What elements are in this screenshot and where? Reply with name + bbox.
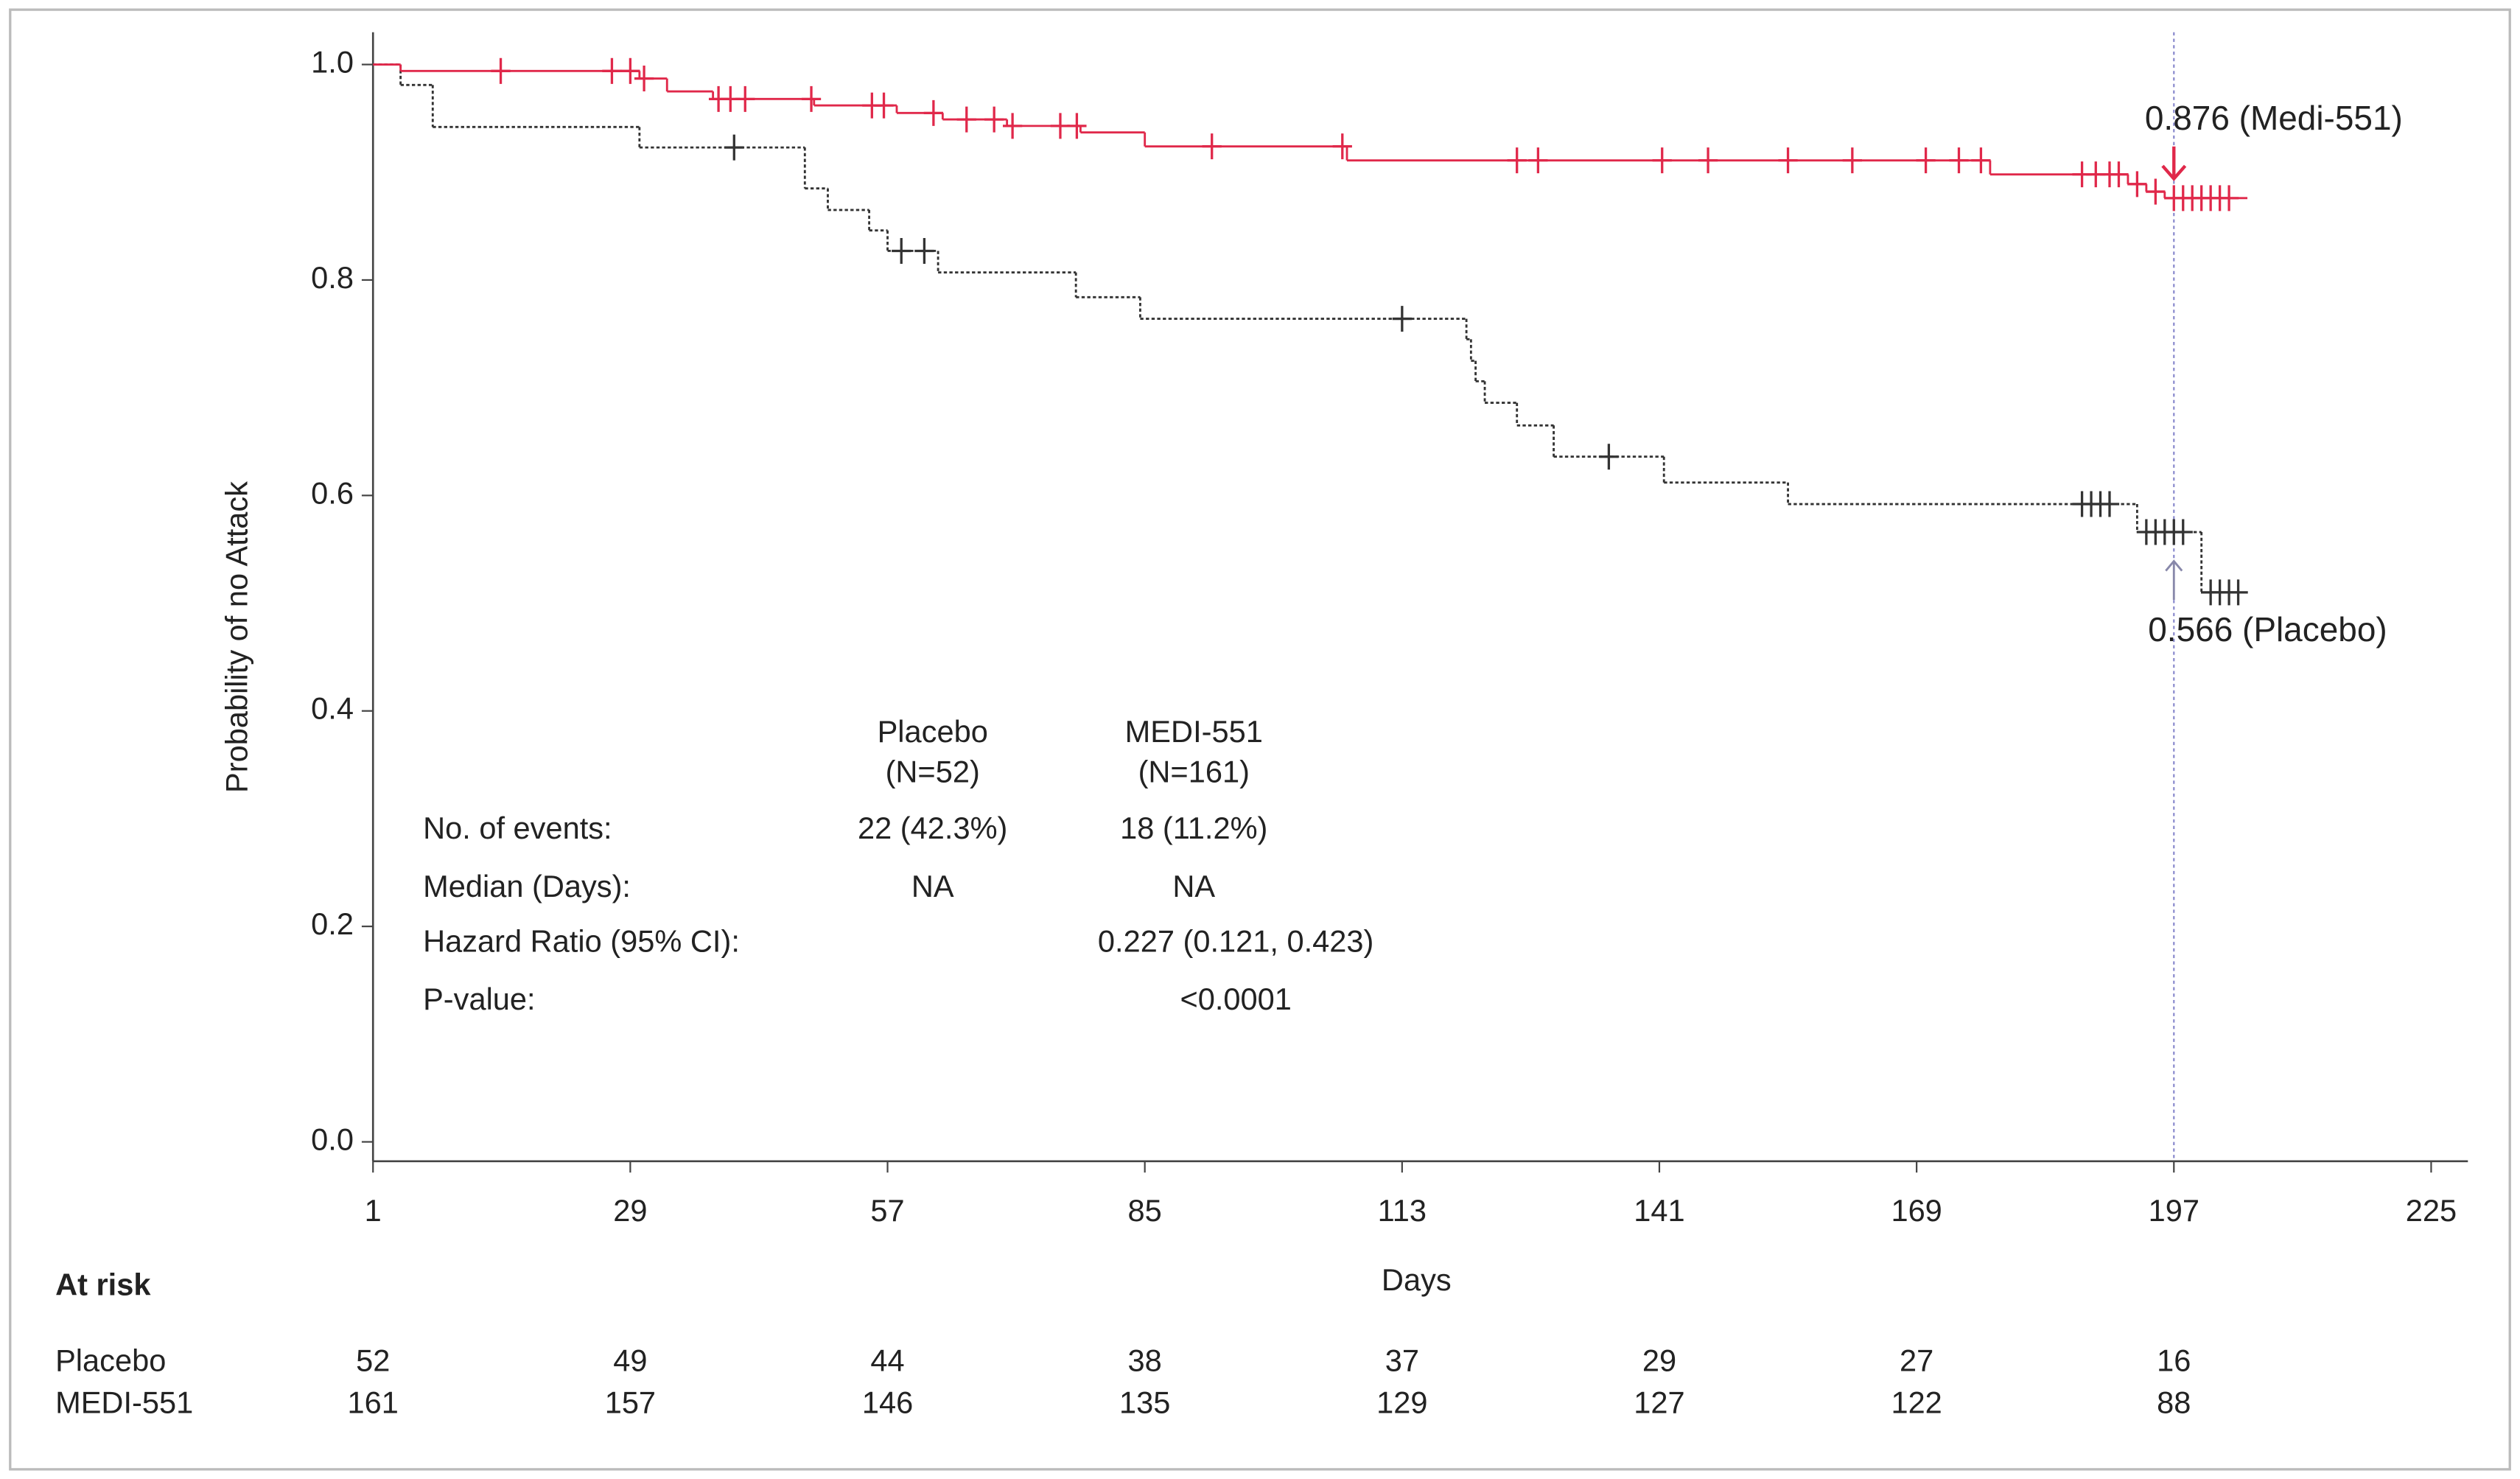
censor-mark <box>914 237 934 264</box>
at-risk-count: 29 <box>1642 1343 1676 1377</box>
y-tick-label: 0.2 <box>311 906 354 941</box>
y-tick-label: 0.0 <box>311 1122 354 1157</box>
table-row-label: Median (Days): <box>423 869 631 903</box>
x-tick-label: 29 <box>613 1193 647 1228</box>
censor-mark <box>801 85 822 112</box>
annotation-arrow <box>2165 559 2183 600</box>
at-risk-count: 49 <box>613 1343 647 1377</box>
censor-mark <box>2173 519 2193 545</box>
table-cell: NA <box>1172 869 1215 903</box>
censor-mark <box>1916 147 1936 174</box>
censor-mark <box>1698 147 1718 174</box>
x-tick-label: 1 <box>365 1193 382 1228</box>
censor-mark <box>724 134 744 161</box>
x-tick-label: 197 <box>2149 1193 2199 1228</box>
table-cell: <0.0001 <box>1180 982 1291 1016</box>
y-tick-label: 0.4 <box>311 691 354 726</box>
censor-mark <box>1002 113 1023 139</box>
censor-mark <box>2109 161 2129 188</box>
frame <box>9 8 2511 1471</box>
at-risk-count: 37 <box>1385 1343 1419 1377</box>
table-header: (N=52) <box>886 755 980 789</box>
at-risk-count: 38 <box>1128 1343 1162 1377</box>
censor-mark <box>620 57 640 84</box>
y-axis-label: Probability of no Attack <box>220 481 254 793</box>
at-risk-label: Placebo <box>55 1343 166 1377</box>
censor-mark <box>2099 491 2120 517</box>
x-tick-label: 169 <box>1891 1193 1942 1228</box>
table-cell: NA <box>911 869 954 903</box>
x-tick-label: 57 <box>870 1193 904 1228</box>
censor-mark <box>1842 147 1862 174</box>
at-risk-count: 129 <box>1376 1385 1427 1419</box>
censor-mark <box>1949 147 1969 174</box>
censor-mark <box>735 85 755 112</box>
y-tick-label: 0.6 <box>311 475 354 510</box>
x-tick-label: 141 <box>1634 1193 1684 1228</box>
censor-mark <box>1778 147 1798 174</box>
y-tick-label: 1.0 <box>311 45 354 80</box>
at-risk-title: At risk <box>55 1268 151 1302</box>
annotation-arrow <box>2161 146 2187 181</box>
table-row-label: P-value: <box>423 982 536 1016</box>
table-row-label: Hazard Ratio (95% CI): <box>423 923 740 958</box>
censor-mark <box>1507 147 1527 174</box>
censor-mark <box>892 237 911 264</box>
at-risk-count: 146 <box>862 1385 913 1419</box>
censor-mark <box>1392 306 1412 332</box>
at-risk-label: MEDI-551 <box>55 1385 193 1419</box>
at-risk-count: 122 <box>1891 1385 1942 1419</box>
censor-mark <box>1050 113 1071 139</box>
annotation: 0.566 (Placebo) <box>2148 610 2387 648</box>
at-risk-count: 52 <box>356 1343 390 1377</box>
censor-mark <box>923 99 944 126</box>
censor-mark <box>1202 133 1222 160</box>
censor-mark <box>1652 147 1672 174</box>
censor-mark <box>2228 579 2248 606</box>
censor-mark <box>984 106 1004 133</box>
censor-mark <box>1971 147 1991 174</box>
at-risk-count: 27 <box>1900 1343 1933 1377</box>
censor-mark <box>956 106 976 133</box>
at-risk-count: 157 <box>605 1385 656 1419</box>
censor-mark <box>2146 178 2166 205</box>
at-risk-count: 16 <box>2157 1343 2191 1377</box>
table-header: (N=161) <box>1138 755 1250 789</box>
at-risk-count: 127 <box>1634 1385 1684 1419</box>
at-risk-count: 135 <box>1119 1385 1170 1419</box>
annotation: 0.876 (Medi-551) <box>2145 99 2403 137</box>
censor-mark <box>1067 113 1087 139</box>
censor-mark <box>1332 133 1352 160</box>
at-risk-count: 44 <box>870 1343 904 1377</box>
censor-mark <box>2127 171 2147 197</box>
censor-mark <box>1599 444 1619 470</box>
x-tick-label: 113 <box>1378 1193 1427 1228</box>
x-tick-label: 225 <box>2406 1193 2457 1228</box>
censor-mark <box>2219 185 2239 211</box>
at-risk-count: 161 <box>348 1385 399 1419</box>
censor-mark <box>1528 147 1548 174</box>
table-cell: 18 (11.2%) <box>1120 811 1267 845</box>
at-risk-count: 88 <box>2157 1385 2191 1419</box>
censor-mark <box>491 57 511 84</box>
x-tick-label: 85 <box>1128 1193 1162 1228</box>
table-cell: 0.227 (0.121, 0.423) <box>1098 923 1374 958</box>
table-cell: 22 (42.3%) <box>858 811 1007 845</box>
censor-mark <box>602 57 622 84</box>
table-header: Placebo <box>878 714 988 749</box>
x-axis-label: Days <box>1382 1262 1452 1297</box>
table-header: MEDI-551 <box>1125 714 1263 749</box>
censor-mark <box>634 66 654 92</box>
censor-mark <box>874 92 894 119</box>
table-row-label: No. of events: <box>423 811 612 845</box>
y-tick-label: 0.8 <box>311 260 354 295</box>
